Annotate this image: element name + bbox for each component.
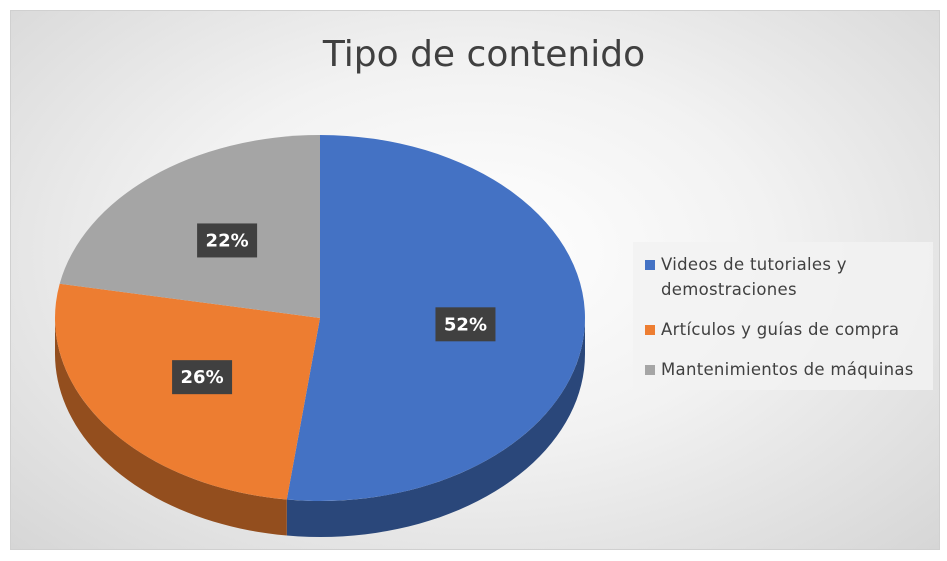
legend-label: Mantenimientos de máquinas <box>661 360 914 379</box>
slice-side <box>286 318 585 537</box>
slice <box>59 135 320 318</box>
data-label-bg <box>435 307 496 342</box>
legend-item: Artículos y guías de compra <box>645 317 933 342</box>
chart-title: Tipo de contenido <box>322 34 645 75</box>
legend-item: Videos de tutoriales y demostraciones <box>645 252 933 302</box>
legend-label: Videos de tutoriales y demostraciones <box>661 255 847 299</box>
legend-label: Artículos y guías de compra <box>661 320 900 339</box>
data-label: 52% <box>444 314 487 335</box>
slice-side <box>55 318 287 536</box>
legend-swatch <box>645 325 655 335</box>
data-label-bg <box>172 360 233 395</box>
data-label: 22% <box>206 230 249 251</box>
legend: Videos de tutoriales y demostraciones Art… <box>633 242 933 390</box>
data-label-bg <box>197 223 258 258</box>
legend-item: Mantenimientos de máquinas <box>645 357 933 382</box>
data-label: 26% <box>181 367 224 388</box>
legend-swatch <box>645 260 655 270</box>
legend-swatch <box>645 365 655 375</box>
